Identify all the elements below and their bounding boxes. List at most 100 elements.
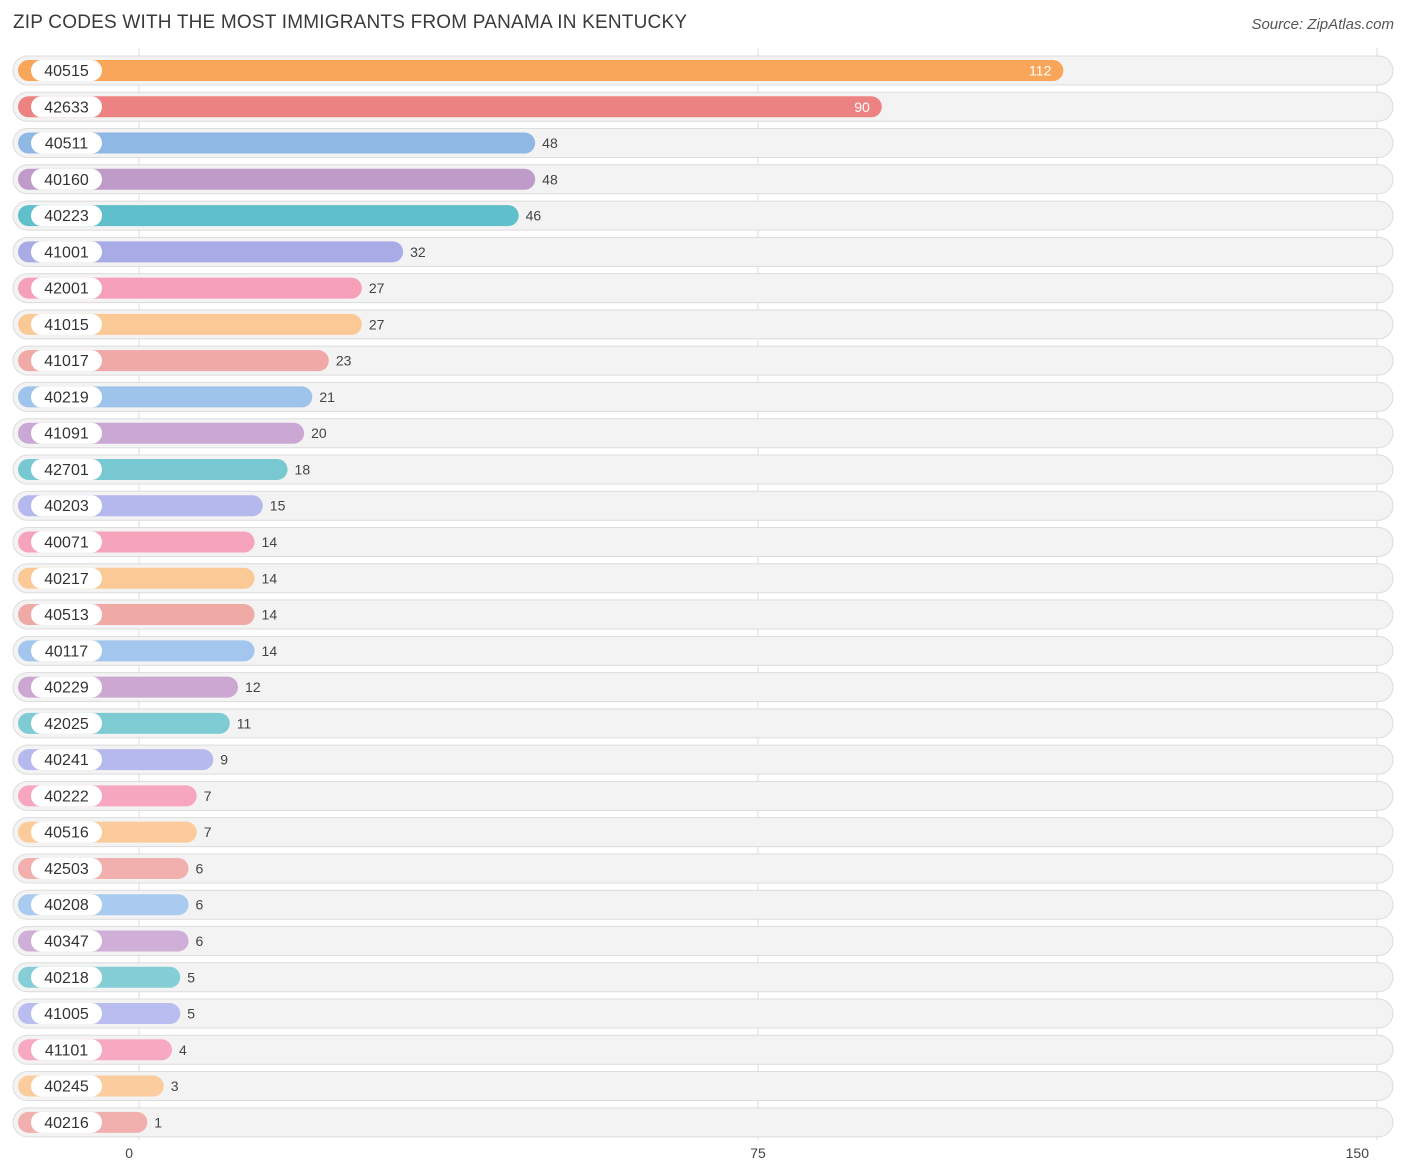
value-label: 20: [311, 425, 327, 441]
value-label: 112: [1029, 63, 1052, 79]
category-pill: [31, 640, 102, 662]
category-pill: [31, 458, 102, 480]
value-label: 14: [262, 607, 278, 623]
value-label: 11: [237, 715, 252, 731]
value-label: 14: [262, 643, 278, 659]
category-label: 40217: [44, 571, 89, 588]
category-label: 42503: [44, 861, 89, 878]
row-background: [12, 962, 1394, 993]
bar: [18, 60, 1064, 81]
value-label: 46: [526, 208, 542, 224]
value-label: 7: [204, 824, 212, 840]
category-pill: [31, 422, 102, 444]
category-label: 41101: [45, 1042, 88, 1059]
value-label: 7: [204, 788, 212, 804]
category-pill: [31, 930, 102, 952]
category-label: 42025: [44, 716, 89, 733]
category-pill: [31, 241, 102, 263]
bar: [18, 277, 362, 299]
row-background: [12, 490, 1394, 521]
category-pill: [31, 1039, 102, 1061]
x-tick-label: 75: [750, 1145, 766, 1161]
category-label: 41017: [44, 353, 89, 370]
category-label: 40208: [44, 897, 89, 914]
category-label: 40071: [44, 535, 89, 552]
category-pill: [31, 495, 102, 517]
category-label: 40241: [44, 752, 89, 769]
row-background: [12, 1107, 1394, 1138]
category-pill: [31, 168, 102, 190]
category-pill: [31, 712, 102, 734]
bar: [18, 313, 362, 335]
value-label: 12: [245, 679, 261, 695]
value-label: 5: [187, 1006, 195, 1022]
category-label: 40219: [44, 389, 89, 406]
value-label: 90: [854, 99, 870, 115]
value-label: 14: [262, 570, 278, 586]
value-label: 4: [179, 1042, 187, 1058]
value-label: 14: [262, 534, 278, 550]
x-tick-label: 150: [1346, 1145, 1370, 1161]
row-background: [12, 853, 1394, 884]
row-background: [12, 744, 1394, 775]
value-label: 21: [319, 389, 335, 405]
category-pill: [31, 857, 102, 879]
chart-title: ZIP CODES WITH THE MOST IMMIGRANTS FROM …: [13, 12, 688, 33]
value-label: 9: [220, 752, 228, 768]
row-background: [12, 780, 1394, 811]
value-label: 48: [542, 135, 558, 151]
value-label: 27: [369, 316, 385, 332]
bar: [18, 205, 519, 227]
category-label: 40347: [44, 933, 89, 950]
category-label: 40511: [45, 136, 88, 153]
category-label: 41015: [44, 317, 89, 334]
category-label: 40218: [44, 970, 89, 987]
category-pill: [31, 749, 102, 771]
category-label: 41001: [44, 244, 89, 261]
x-tick-label: 0: [125, 1145, 133, 1161]
category-pill: [31, 350, 102, 372]
row-background: [12, 381, 1394, 412]
value-label: 1: [154, 1114, 162, 1130]
value-label: 27: [369, 280, 385, 296]
row-background: [12, 672, 1394, 703]
value-label: 6: [196, 897, 204, 913]
value-label: 15: [270, 498, 286, 514]
category-label: 40216: [44, 1115, 89, 1132]
category-pill: [31, 531, 102, 553]
bar: [18, 132, 536, 154]
row-background: [12, 708, 1394, 739]
value-label: 32: [410, 244, 426, 260]
row-background: [12, 998, 1394, 1029]
category-label: 40229: [44, 680, 89, 697]
category-pill: [31, 676, 102, 698]
category-pill: [31, 604, 102, 626]
category-label: 40160: [44, 172, 89, 189]
category-label: 41091: [44, 426, 89, 443]
source-label: Source: ZipAtlas.com: [1251, 16, 1394, 33]
row-background: [12, 599, 1394, 630]
category-pill: [31, 60, 102, 81]
row-background: [12, 817, 1394, 848]
category-label: 40222: [44, 788, 89, 805]
value-label: 5: [187, 969, 195, 985]
value-label: 3: [171, 1078, 179, 1094]
bar: [18, 168, 536, 190]
value-label: 6: [196, 933, 204, 949]
category-label: 40117: [45, 643, 88, 660]
category-pill: [31, 313, 102, 335]
category-pill: [31, 966, 102, 988]
category-pill: [31, 894, 102, 916]
category-pill: [31, 277, 102, 299]
category-label: 40245: [44, 1079, 89, 1096]
category-label: 40515: [44, 63, 89, 80]
category-pill: [31, 567, 102, 589]
row-background: [12, 1034, 1394, 1065]
row-background: [12, 418, 1394, 449]
category-label: 40223: [44, 208, 89, 225]
category-pill: [31, 821, 102, 843]
category-label: 40203: [44, 498, 89, 515]
category-pill: [31, 386, 102, 408]
category-label: 42633: [44, 99, 89, 116]
